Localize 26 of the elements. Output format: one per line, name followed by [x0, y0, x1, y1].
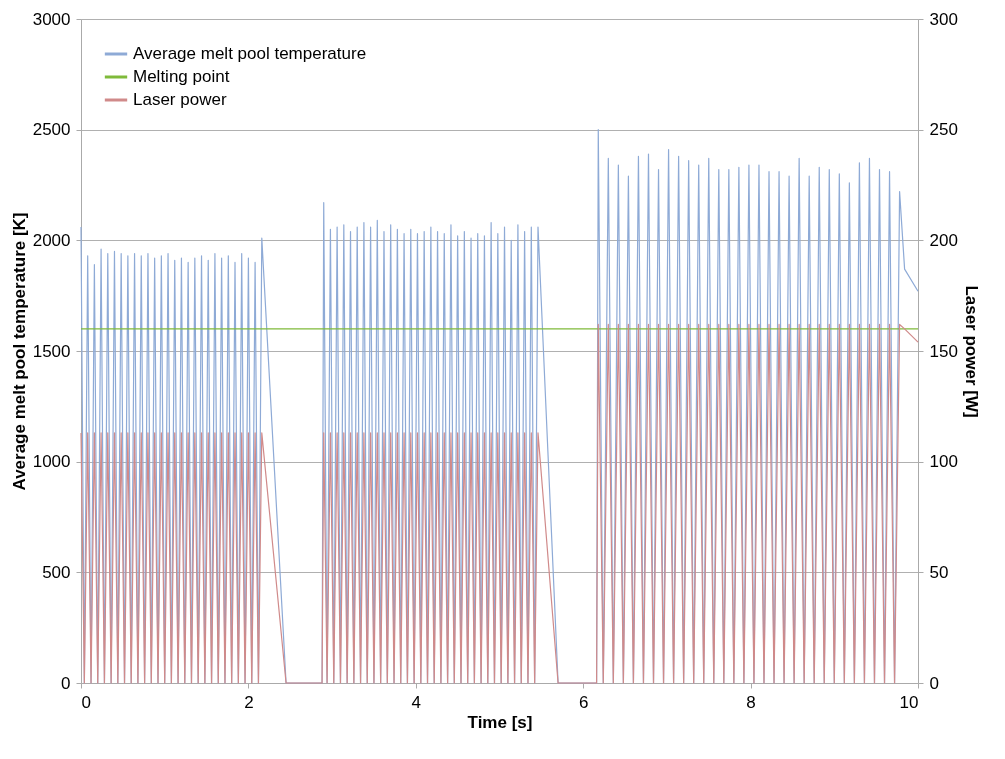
y-tick-label: 2000 — [32, 230, 71, 250]
legend-label: Laser power — [133, 90, 227, 109]
y-tick-label: 0 — [61, 673, 71, 693]
x-tick-label: 8 — [746, 692, 756, 712]
x-tick-label: 0 — [81, 692, 91, 712]
y2-tick-label: 150 — [929, 341, 958, 361]
y-tick-label: 500 — [42, 562, 71, 582]
x-tick-label: 4 — [411, 692, 422, 712]
y-tick-label: 3000 — [32, 9, 71, 29]
y-tick-label: 1000 — [32, 452, 71, 472]
y2-tick-label: 50 — [929, 562, 949, 582]
y2-tick-label: 250 — [929, 120, 958, 140]
x-tick-label: 10 — [899, 692, 919, 712]
legend-label: Average melt pool temperature — [133, 44, 367, 63]
y-tick-label: 2500 — [32, 120, 71, 140]
y-axis-title: Average melt pool temperature [K] — [9, 212, 29, 491]
y2-tick-label: 200 — [929, 230, 958, 250]
y2-tick-label: 0 — [929, 673, 939, 693]
x-tick-label: 6 — [578, 692, 589, 712]
legend-label: Melting point — [133, 67, 230, 86]
y2-tick-label: 100 — [929, 452, 958, 472]
x-tick-label: 2 — [244, 692, 254, 712]
y2-axis-title: Laser power [W] — [961, 285, 981, 418]
y-tick-label: 1500 — [32, 341, 71, 361]
y2-tick-label: 300 — [929, 9, 958, 29]
x-axis-title: Time [s] — [467, 712, 533, 732]
